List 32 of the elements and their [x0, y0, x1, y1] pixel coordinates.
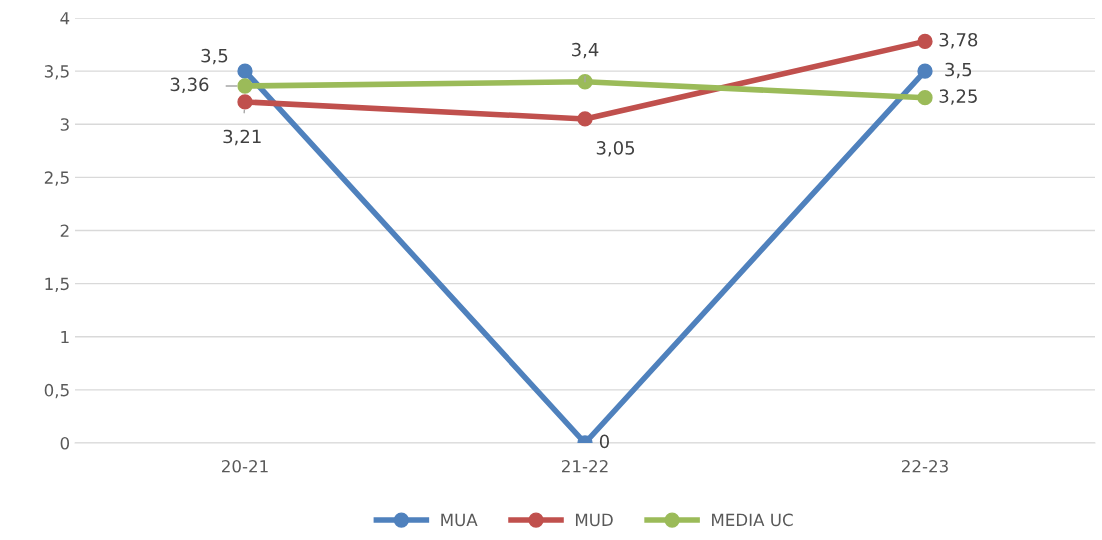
data-label: 3,21 — [223, 129, 261, 146]
data-label: 3,05 — [596, 141, 635, 157]
y-tick-label: 2 — [60, 224, 69, 237]
point — [917, 63, 933, 79]
data-label: 3,25 — [939, 89, 977, 105]
point — [577, 74, 593, 90]
legend-label: MUD — [575, 513, 613, 527]
y-tick-label: 2,5 — [44, 171, 69, 186]
y-tick-label: 1,5 — [45, 277, 69, 292]
x-tick-label: 20-21 — [222, 459, 268, 473]
point — [917, 90, 933, 106]
y-tick-label: 0 — [60, 436, 70, 450]
y-tick-label: 1 — [61, 330, 69, 344]
data-label: 3,36 — [170, 77, 209, 94]
point — [917, 33, 933, 50]
y-tick-label: 3,5 — [44, 65, 69, 80]
legend-label: MUA — [441, 513, 478, 527]
data-label: 3,5 — [201, 48, 228, 65]
point — [237, 78, 253, 94]
x-tick-label: 21-22 — [562, 459, 608, 473]
data-label: 3,5 — [945, 62, 972, 79]
point — [577, 111, 593, 127]
data-label: 3,4 — [572, 42, 599, 59]
y-tick-label: 0,5 — [44, 383, 69, 399]
data-label: 0 — [599, 434, 609, 449]
y-tick-label: 4 — [60, 12, 70, 25]
x-tick-label: 22-23 — [902, 459, 948, 473]
point — [237, 63, 253, 79]
point — [237, 94, 253, 110]
y-tick-label: 3 — [60, 118, 69, 131]
legend-label: MEDIA UC — [712, 513, 793, 527]
data-label: 3,78 — [939, 32, 978, 49]
